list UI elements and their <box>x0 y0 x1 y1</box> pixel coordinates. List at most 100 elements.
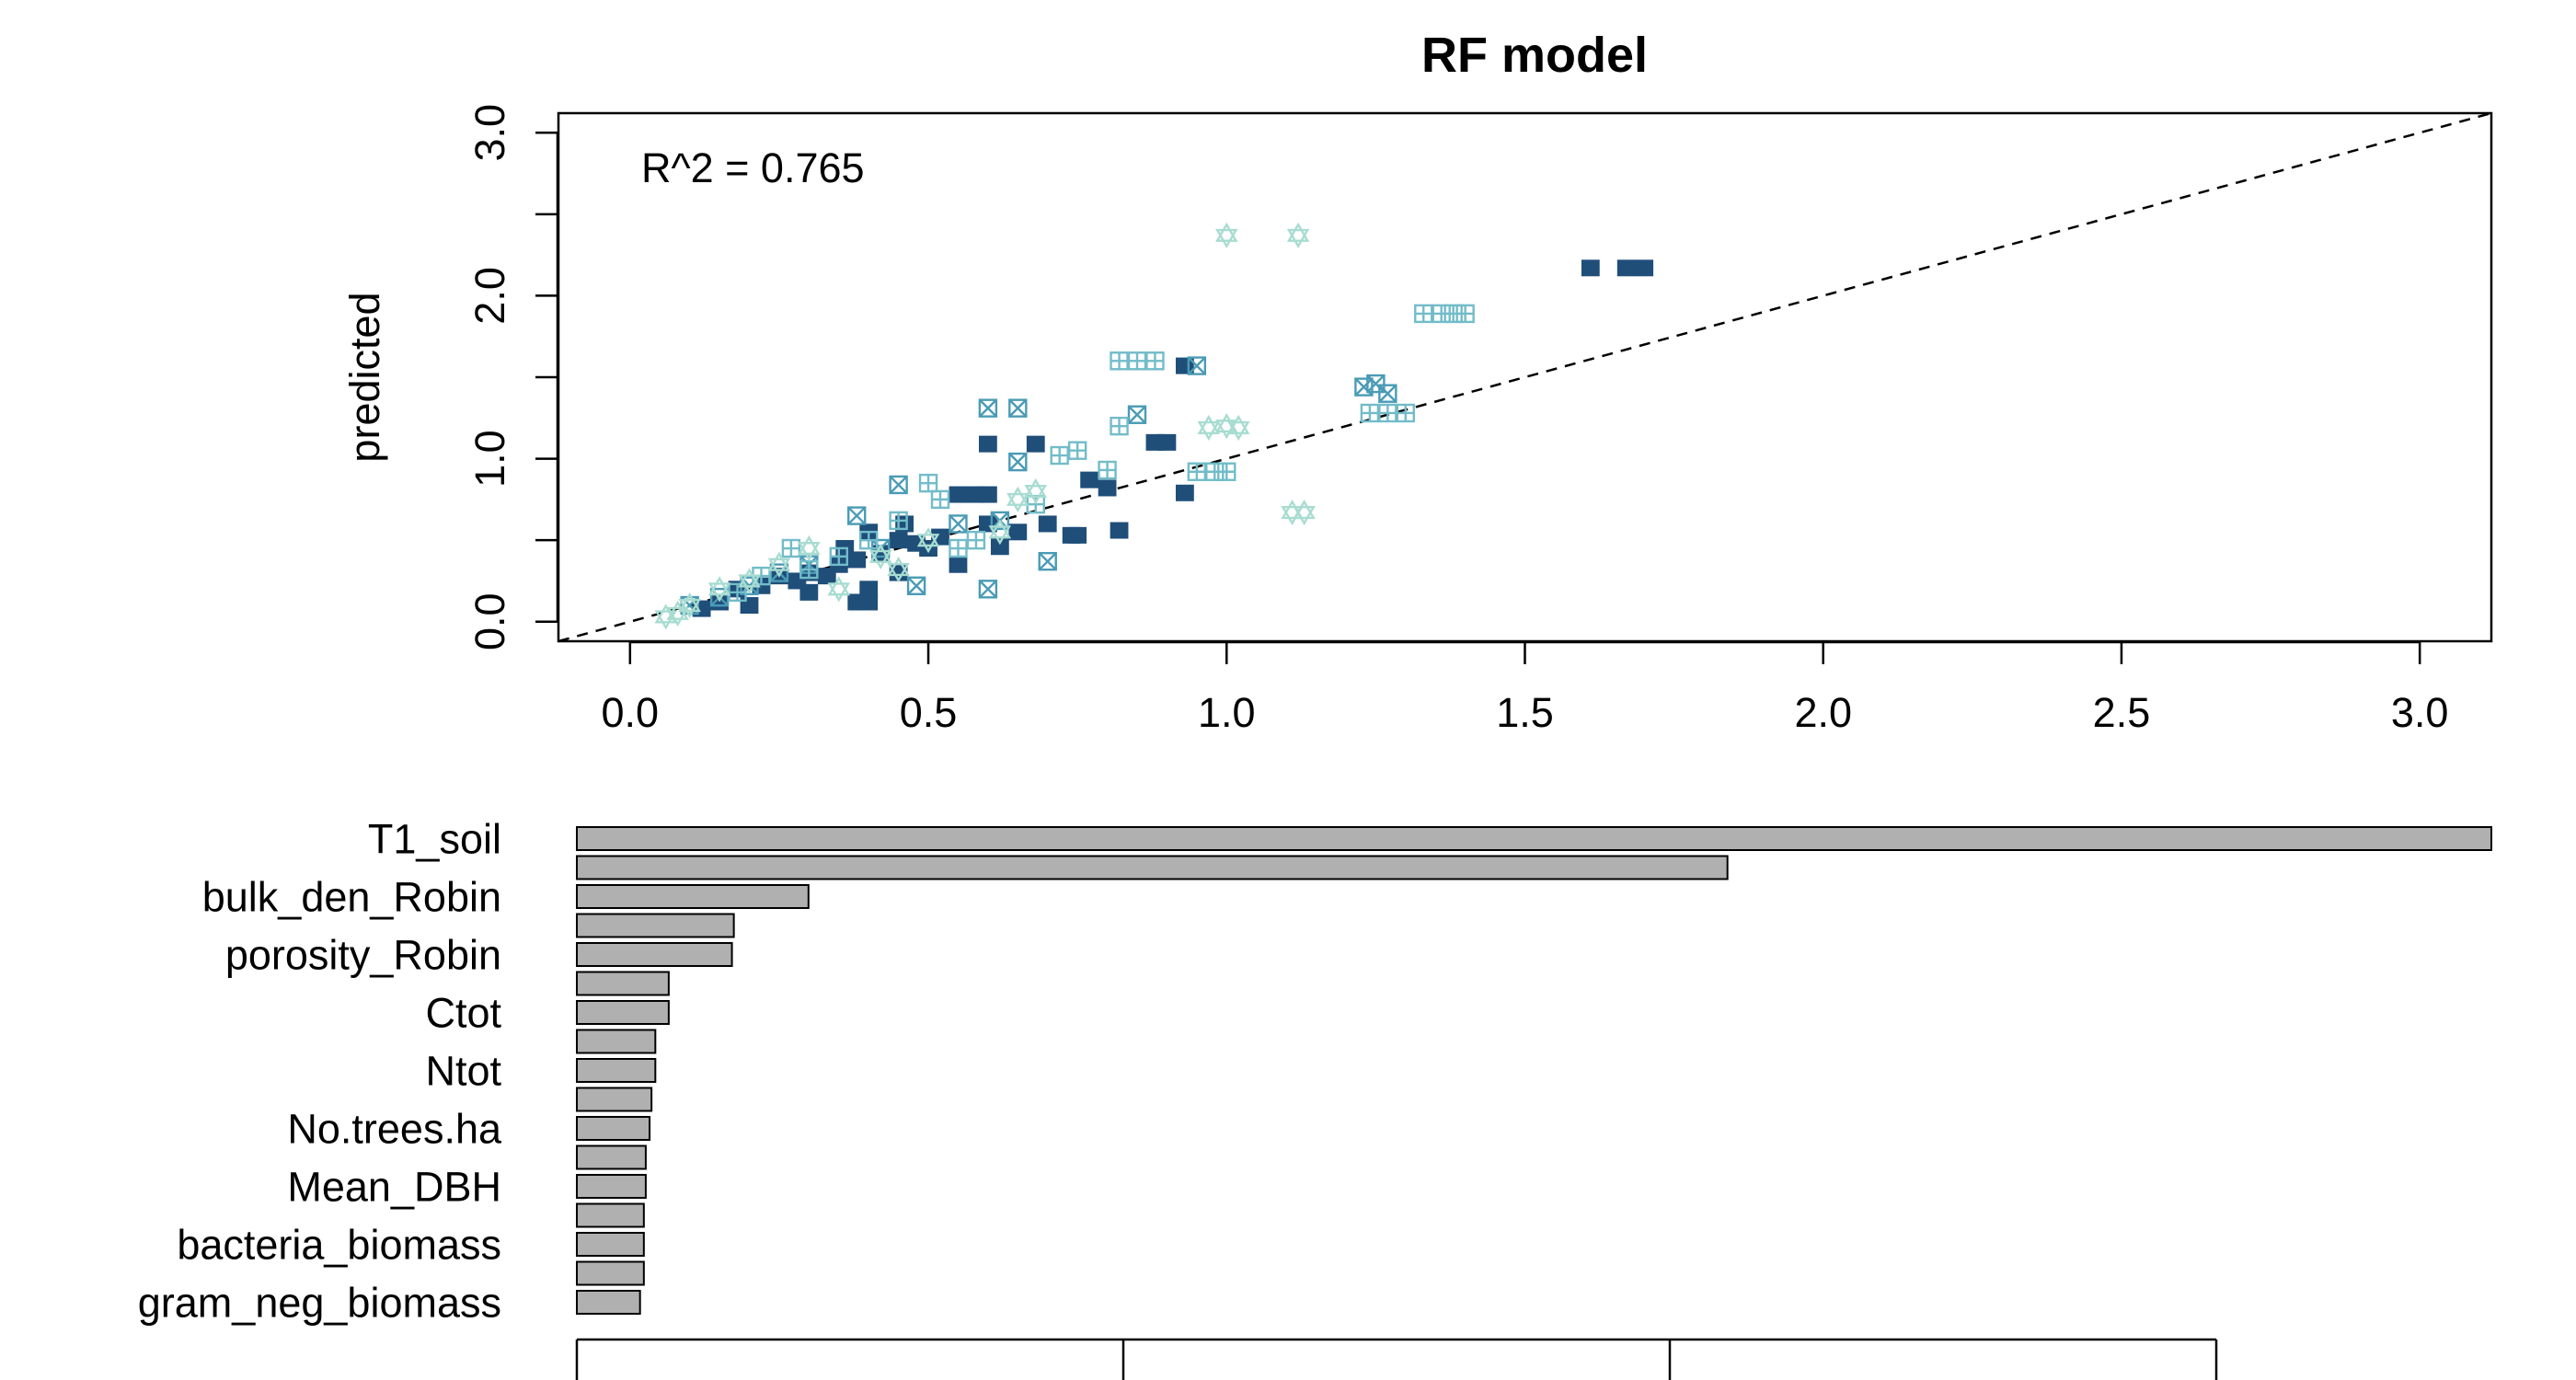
bar-label: bacteria_biomass <box>177 1222 501 1269</box>
point-box <box>1008 452 1028 472</box>
point-box <box>1187 356 1207 375</box>
data-point <box>1360 403 1380 423</box>
y-axis-title: predicted <box>341 292 388 462</box>
point-square <box>1175 484 1194 501</box>
importance-bar <box>576 884 810 909</box>
point-square <box>1026 435 1045 453</box>
importance-bar <box>576 1260 645 1286</box>
data-point <box>1217 462 1236 481</box>
bar-label: Mean_DBH <box>287 1164 501 1211</box>
point-plus <box>1379 404 1397 421</box>
point-box <box>769 563 789 582</box>
data-point <box>1110 351 1129 371</box>
point-square <box>1110 522 1129 539</box>
point-plus <box>1456 305 1474 322</box>
point-star <box>1215 222 1238 248</box>
data-point <box>1366 374 1386 394</box>
data-point <box>889 475 908 495</box>
data-point <box>1635 259 1654 277</box>
point-star <box>738 568 761 594</box>
data-point <box>1616 259 1636 277</box>
data-point <box>1396 403 1416 423</box>
data-point <box>859 593 879 611</box>
y-tick-label: 2.0 <box>466 267 513 325</box>
data-point <box>859 581 879 598</box>
point-plus <box>932 490 949 508</box>
point-plus <box>1027 496 1044 513</box>
importance-bar <box>576 971 670 996</box>
point-cross <box>1366 374 1386 393</box>
importance-bar <box>576 1029 657 1054</box>
importance-bar <box>576 1144 647 1170</box>
point-star <box>1286 222 1310 248</box>
point-star <box>767 551 791 578</box>
data-point <box>988 519 1012 546</box>
x-tick-label: 2.5 <box>2093 689 2151 736</box>
data-point <box>799 583 819 601</box>
data-point <box>767 551 791 578</box>
data-point <box>829 546 848 567</box>
importance-bar <box>576 942 733 967</box>
point-square <box>978 486 997 503</box>
data-point <box>1293 499 1316 526</box>
point-cross <box>889 476 908 494</box>
data-point <box>728 582 747 603</box>
scatter-points <box>654 222 1654 630</box>
point-square <box>1008 523 1028 541</box>
point-box <box>1366 374 1386 394</box>
data-point <box>781 538 801 558</box>
data-point <box>1215 222 1238 248</box>
r-squared-annotation: R^2 = 0.765 <box>641 144 865 191</box>
point-plus <box>782 540 799 558</box>
importance-bar <box>576 1058 657 1083</box>
data-point <box>889 511 908 531</box>
data-point <box>978 486 997 503</box>
point-star <box>988 519 1012 546</box>
point-box <box>847 506 867 525</box>
y-tick-label: 1.0 <box>466 430 513 488</box>
x-tick-label: 1.5 <box>1496 689 1554 736</box>
point-box <box>1038 551 1057 571</box>
data-point <box>1080 471 1099 489</box>
data-point <box>918 473 938 493</box>
point-box <box>1008 398 1028 418</box>
point-plus <box>800 561 818 579</box>
data-point <box>858 530 879 550</box>
point-box <box>709 587 730 607</box>
data-point <box>978 580 998 599</box>
data-point <box>949 556 968 573</box>
point-star <box>666 600 689 627</box>
point-square <box>1635 259 1654 277</box>
point-plus <box>1069 442 1087 459</box>
point-star <box>827 576 851 603</box>
data-point <box>916 527 940 554</box>
data-point <box>1110 522 1129 539</box>
importance-bar <box>576 1202 645 1228</box>
point-cross <box>847 506 867 525</box>
bar-x-axis <box>575 1338 2218 1380</box>
data-point <box>1175 484 1194 501</box>
bar-label: No.trees.ha <box>287 1106 502 1153</box>
data-point <box>666 600 689 627</box>
data-point <box>1098 460 1117 480</box>
bar-label: porosity_Robin <box>225 932 501 979</box>
importance-bar <box>576 913 735 938</box>
data-point <box>949 538 968 558</box>
x-tick-label: 0.5 <box>900 689 958 736</box>
point-star <box>868 543 892 569</box>
point-square <box>1581 259 1600 277</box>
data-point <box>978 398 998 418</box>
point-box <box>906 576 926 595</box>
point-box <box>978 580 998 599</box>
point-cross <box>949 514 968 534</box>
bar-label: T1_soil <box>368 816 501 863</box>
data-point <box>990 538 1009 556</box>
point-star <box>798 535 821 562</box>
point-star <box>1197 414 1221 442</box>
data-point <box>906 576 926 595</box>
point-cross <box>979 580 997 599</box>
data-point <box>827 576 851 603</box>
point-square <box>949 486 968 503</box>
bars <box>576 826 2492 1315</box>
point-box <box>990 511 1010 531</box>
